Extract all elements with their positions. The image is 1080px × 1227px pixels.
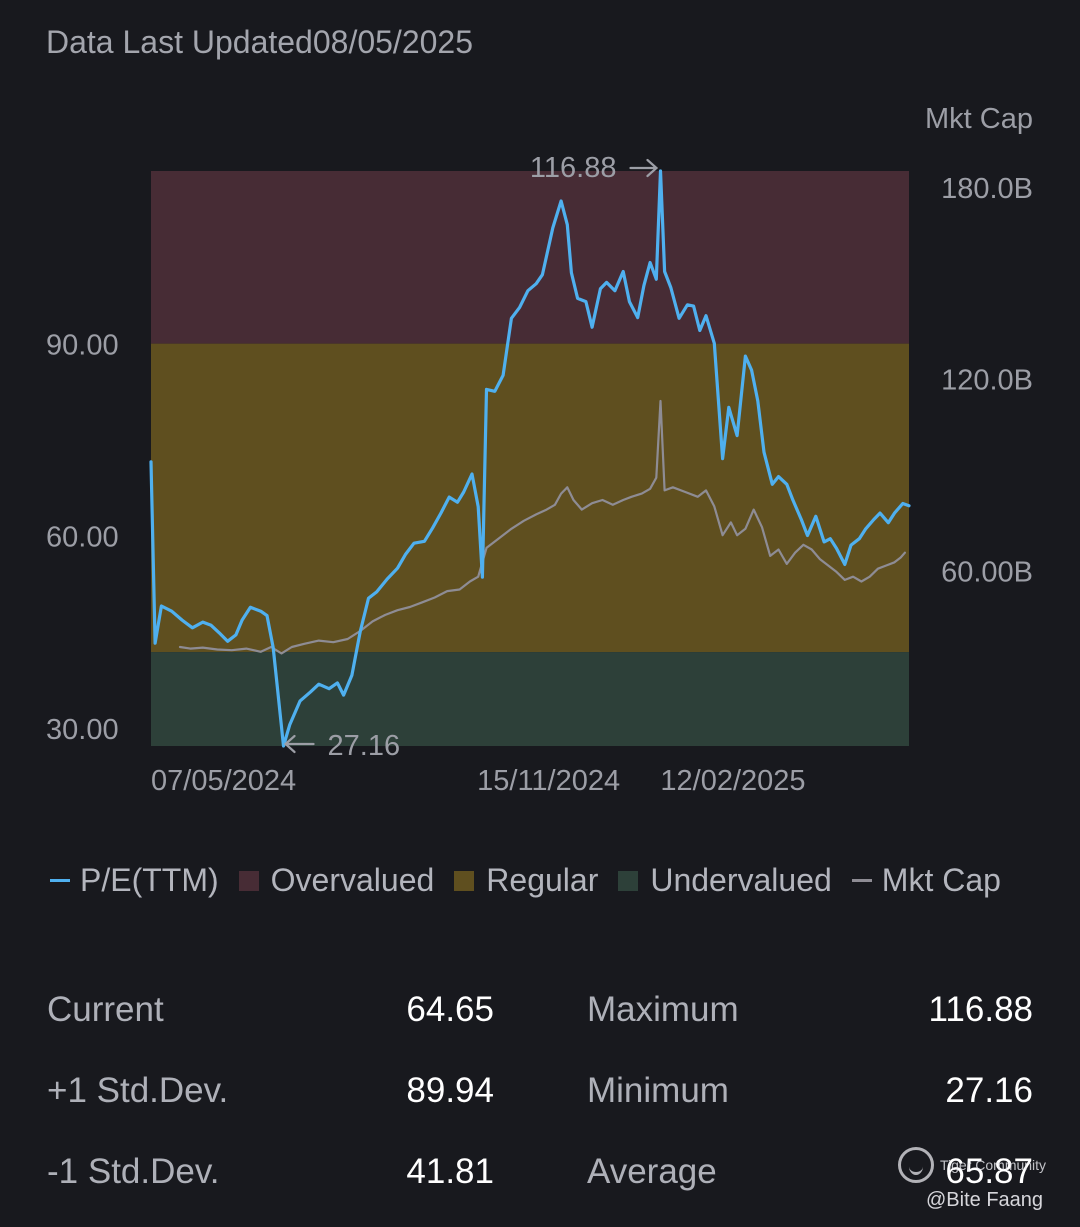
current-value: 64.65 xyxy=(406,990,494,1029)
pe-series-line xyxy=(149,169,911,748)
average-label: Average xyxy=(587,1152,717,1191)
legend-pe-swatch xyxy=(50,879,70,882)
x-tick-label: 12/02/2025 xyxy=(660,765,805,797)
minus-std-dev-label: -1 Std.Dev. xyxy=(47,1152,220,1191)
plus-std-dev-label: +1 Std.Dev. xyxy=(47,1071,229,1110)
max-annotation-arrow xyxy=(629,158,659,178)
stats-row-3: -1 Std.Dev. 41.81 Average 65.87 xyxy=(0,1152,1080,1202)
watermark-brand: Tiger Community xyxy=(940,1157,1047,1173)
y-left-tick-label: 90.00 xyxy=(46,329,119,361)
minus-std-dev-value: 41.81 xyxy=(406,1152,494,1191)
minimum-value: 27.16 xyxy=(945,1071,1033,1110)
y-left-tick-label: 30.00 xyxy=(46,714,119,746)
plus-std-dev-value: 89.94 xyxy=(406,1071,494,1110)
band-undervalued xyxy=(151,652,909,746)
legend-item-regular[interactable]: Regular xyxy=(454,862,598,899)
minimum-label: Minimum xyxy=(587,1071,729,1110)
y-right-axis-title: Mkt Cap xyxy=(925,103,1033,135)
pe-chart: 30.00 60.00 90.00 Mkt Cap 60.00B 120.0B 180.0B… xyxy=(46,103,1033,797)
x-tick-label: 07/05/2024 xyxy=(151,765,296,797)
y-right-tick-label: 60.00B xyxy=(941,556,1033,588)
legend-item-pe[interactable]: P/E(TTM) xyxy=(50,862,219,899)
legend-overvalued-label: Overvalued xyxy=(270,862,435,898)
watermark: Tiger Community @Bite Faang xyxy=(898,1145,1058,1217)
legend-regular-label: Regular xyxy=(486,862,599,898)
maximum-value: 116.88 xyxy=(928,990,1033,1029)
max-annotation-label: 116.88 xyxy=(530,152,617,184)
legend-undervalued-label: Undervalued xyxy=(650,862,832,898)
y-left-tick-label: 60.00 xyxy=(46,522,119,554)
min-annotation-label: 27.16 xyxy=(328,730,401,762)
legend-undervalued-swatch xyxy=(618,870,639,891)
chart-legend: P/E(TTM) Overvalued Regular Undervalued … xyxy=(50,862,1001,899)
legend-item-undervalued[interactable]: Undervalued xyxy=(618,862,832,899)
legend-overvalued-swatch xyxy=(238,870,259,891)
current-label: Current xyxy=(47,990,164,1029)
y-right-tick-label: 180.0B xyxy=(941,173,1033,205)
tiger-logo-icon xyxy=(898,1147,934,1183)
watermark-user: @Bite Faang xyxy=(926,1189,1044,1211)
legend-item-mktcap[interactable]: Mkt Cap xyxy=(851,862,1001,899)
legend-pe-label: P/E(TTM) xyxy=(80,862,219,898)
legend-mktcap-label: Mkt Cap xyxy=(881,862,1001,898)
band-regular xyxy=(151,343,909,653)
stats-row-2: +1 Std.Dev. 89.94 Minimum 27.16 xyxy=(0,1071,1080,1121)
y-right-tick-label: 120.0B xyxy=(941,365,1033,397)
data-updated-title: Data Last Updated08/05/2025 xyxy=(46,24,473,60)
min-annotation-arrow xyxy=(283,734,315,754)
maximum-label: Maximum xyxy=(587,990,739,1029)
legend-mktcap-swatch xyxy=(851,879,872,882)
band-overvalued xyxy=(151,171,909,344)
legend-item-overvalued[interactable]: Overvalued xyxy=(238,862,435,899)
stats-row-1: Current 64.65 Maximum 116.88 xyxy=(0,990,1080,1040)
average-value: 65.87 xyxy=(945,1152,1033,1191)
mktcap-series-line xyxy=(178,399,907,655)
x-tick-label: 15/11/2024 xyxy=(477,765,620,797)
legend-regular-swatch xyxy=(454,870,475,891)
